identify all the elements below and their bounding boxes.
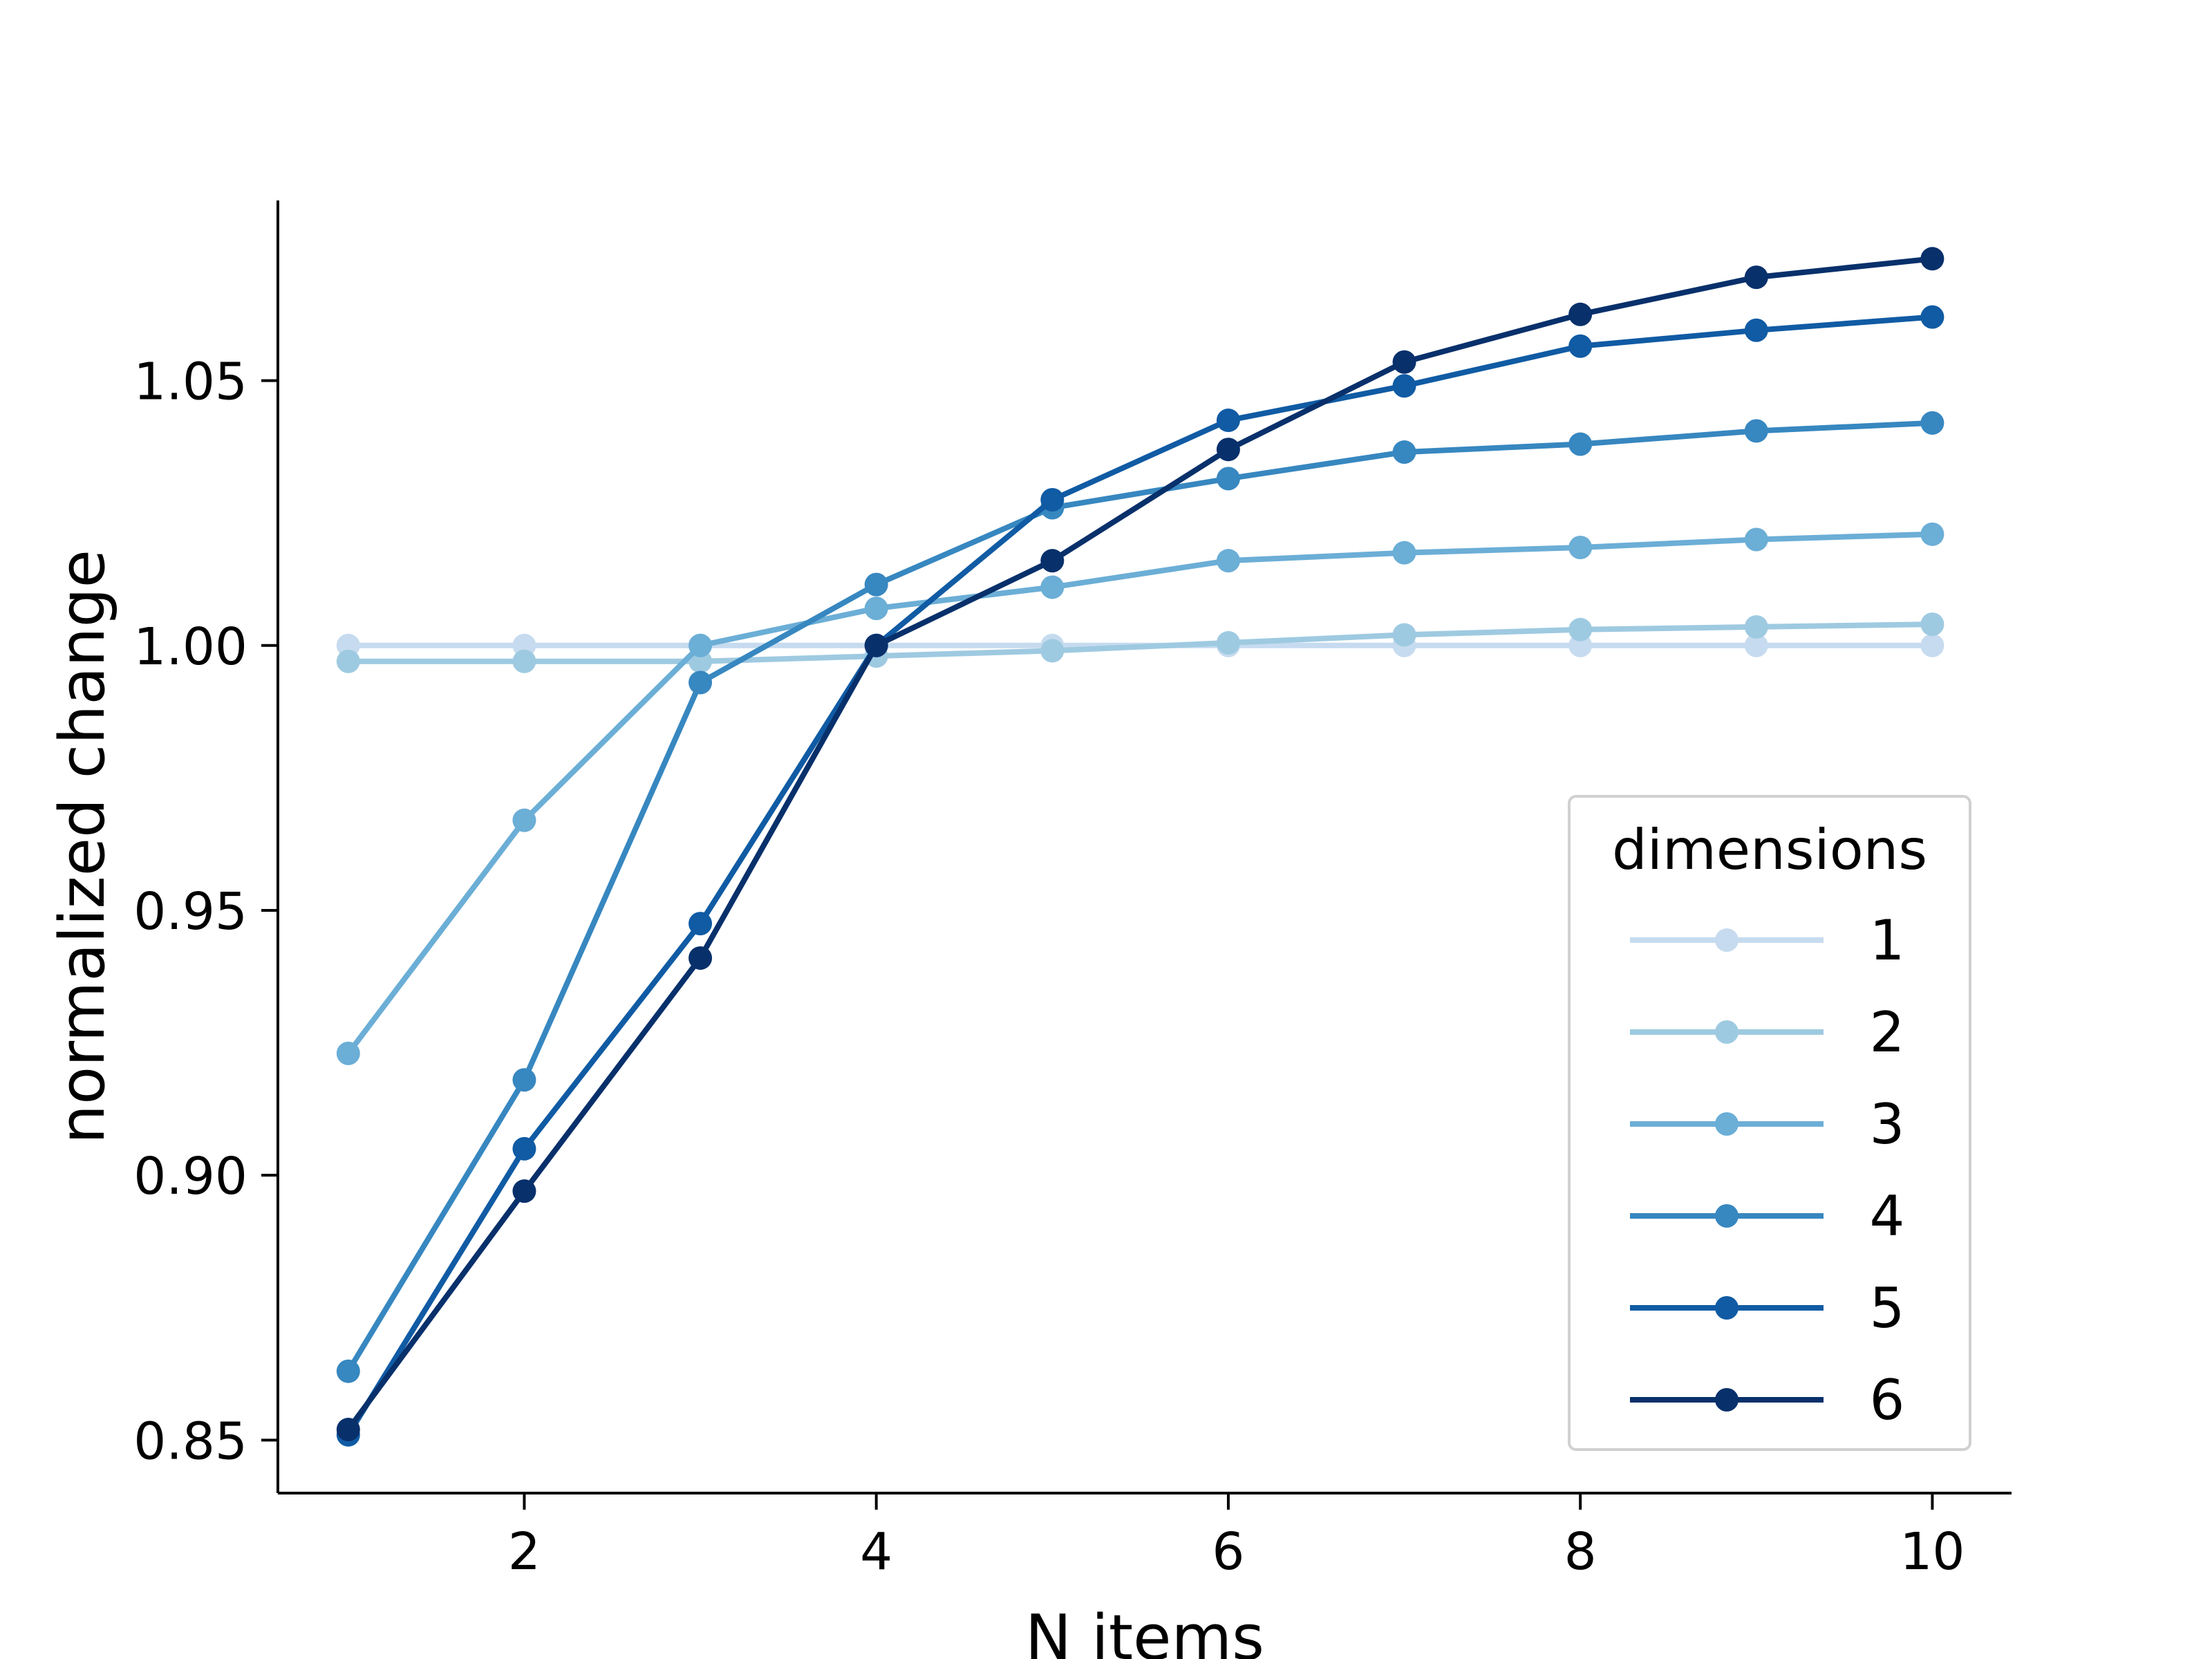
series-layer [336, 247, 1944, 1447]
y-tick-label: 0.95 [133, 882, 247, 941]
data-point [864, 572, 888, 597]
series-2 [336, 612, 1944, 673]
series-line [348, 621, 1933, 664]
data-point [512, 808, 536, 832]
data-point [1216, 549, 1240, 573]
legend-label: 1 [1870, 908, 1905, 973]
x-axis-ticks: 2 4 6 8 10 [508, 1493, 1965, 1582]
data-point [688, 946, 713, 970]
x-tick-label: 2 [508, 1522, 541, 1582]
data-point [1216, 409, 1240, 433]
data-point [1744, 419, 1768, 443]
data-point [1568, 334, 1593, 358]
legend-marker [1715, 1296, 1738, 1320]
series-6 [336, 247, 1944, 1442]
legend-marker [1715, 1388, 1738, 1412]
data-point [1392, 541, 1416, 565]
data-point [1744, 633, 1768, 657]
series-line [346, 420, 1933, 1373]
legend-entry-5: 5 [1630, 1276, 1904, 1340]
data-point [864, 597, 888, 621]
data-point [1216, 630, 1240, 655]
series-line [346, 314, 1933, 1436]
data-point [1920, 305, 1944, 329]
data-point [688, 671, 713, 695]
data-point [512, 1136, 536, 1161]
data-point [1568, 302, 1593, 326]
series-line [346, 256, 1933, 1432]
data-point [1216, 467, 1240, 491]
data-point [1568, 432, 1593, 456]
legend: dimensions 1 2 3 4 5 6 [1568, 795, 1971, 1451]
data-point [512, 1179, 536, 1203]
y-axis-ticks: 0.85 0.90 0.95 1.00 1.05 [133, 353, 278, 1471]
data-point [1920, 411, 1944, 435]
series-line [346, 531, 1933, 1056]
y-tick-label: 0.85 [133, 1412, 247, 1471]
data-point [1920, 633, 1944, 657]
legend-label: 4 [1870, 1184, 1905, 1248]
data-point [864, 633, 888, 657]
data-point [1920, 612, 1944, 637]
x-axis-label: N items [1025, 1602, 1264, 1659]
data-point [1744, 527, 1768, 552]
x-tick-label: 10 [1900, 1522, 1965, 1582]
y-tick-label: 1.05 [133, 353, 247, 412]
data-point [1216, 438, 1240, 462]
legend-label: 2 [1870, 1000, 1905, 1065]
data-point [1392, 440, 1416, 465]
series-3 [336, 522, 1944, 1065]
data-point [1392, 350, 1416, 374]
series-4 [336, 411, 1944, 1383]
data-point [1568, 535, 1593, 559]
x-tick-label: 8 [1564, 1522, 1597, 1582]
legend-label: 5 [1870, 1276, 1905, 1340]
legend-entry-2: 2 [1630, 1000, 1904, 1065]
data-point [1920, 247, 1944, 271]
data-point [336, 1418, 360, 1442]
data-point [1040, 575, 1065, 599]
legend-entry-1: 1 [1630, 908, 1904, 973]
data-point [336, 1359, 360, 1383]
legend-entry-4: 4 [1630, 1184, 1904, 1248]
data-point [1744, 615, 1768, 639]
data-point [1040, 639, 1065, 663]
data-point [688, 633, 713, 657]
data-point [1392, 623, 1416, 647]
legend-marker [1715, 1112, 1738, 1136]
data-point [1744, 318, 1768, 342]
data-point [688, 912, 713, 936]
data-point [336, 649, 360, 673]
legend-marker [1715, 1204, 1738, 1228]
y-tick-label: 0.90 [133, 1147, 247, 1206]
data-point [336, 1041, 360, 1065]
data-point [1040, 488, 1065, 512]
data-point [1744, 265, 1768, 290]
data-point [512, 649, 536, 673]
legend-label: 3 [1870, 1092, 1905, 1156]
data-point [1920, 522, 1944, 546]
x-tick-label: 6 [1212, 1522, 1244, 1582]
x-tick-label: 4 [860, 1522, 892, 1582]
axes [276, 200, 2012, 1494]
legend-entry-6: 6 [1630, 1368, 1904, 1432]
data-point [1392, 374, 1416, 398]
y-tick-label: 1.00 [133, 617, 247, 677]
legend-label: 6 [1870, 1368, 1905, 1432]
legend-marker [1715, 928, 1738, 952]
data-point [1040, 549, 1065, 573]
legend-marker [1715, 1020, 1738, 1044]
legend-title: dimensions [1612, 818, 1927, 882]
y-axis-label: normalized change [46, 550, 119, 1144]
data-point [512, 1068, 536, 1092]
legend-entries: 1 2 3 4 5 6 [1630, 908, 1904, 1432]
data-point [1568, 617, 1593, 641]
legend-entry-3: 3 [1630, 1092, 1904, 1156]
